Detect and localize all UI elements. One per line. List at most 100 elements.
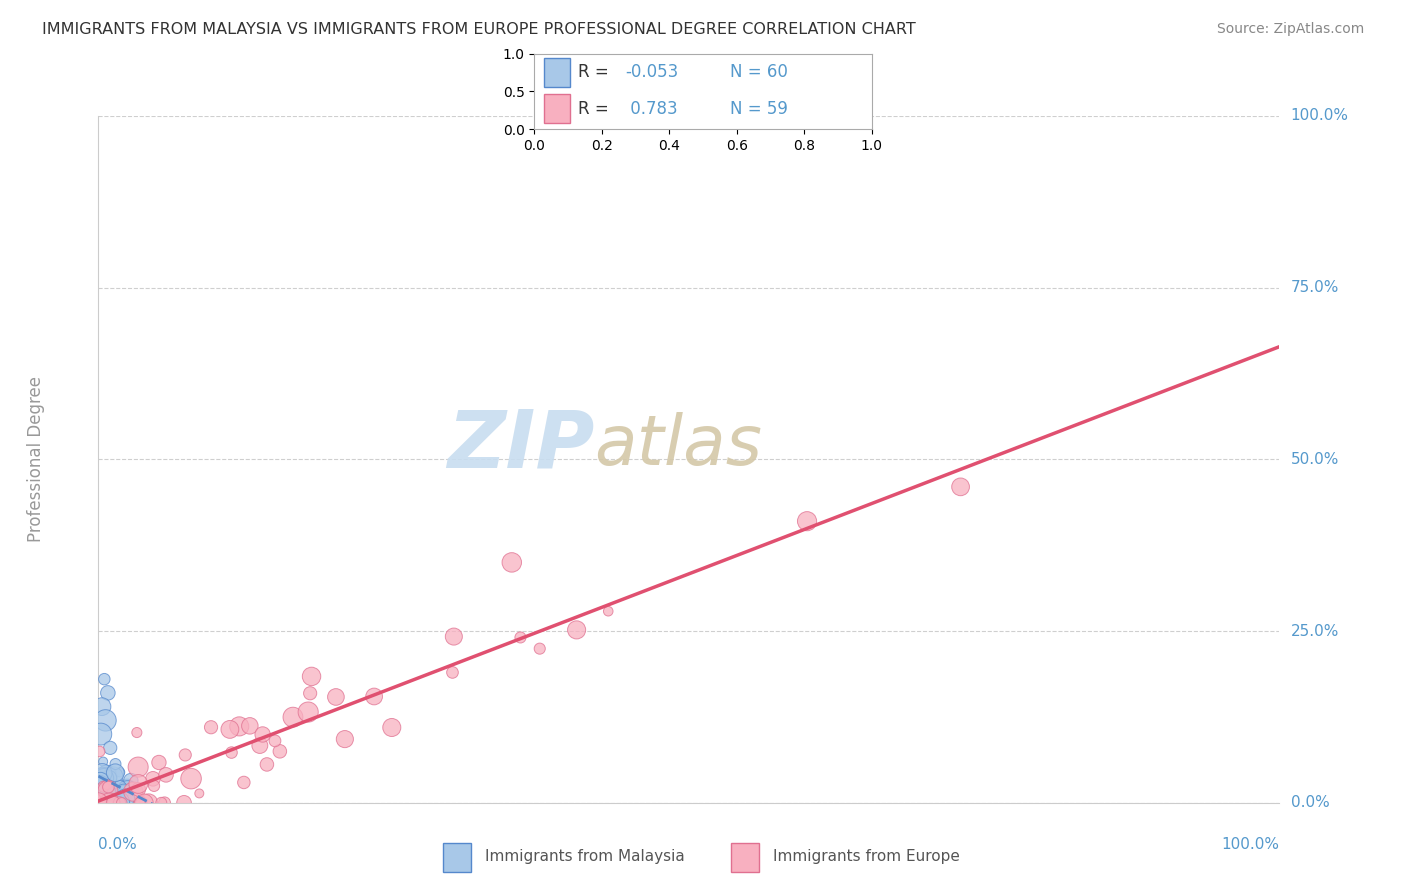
- Point: [297, 705, 319, 719]
- Point: [89, 783, 111, 797]
- Point: [148, 756, 170, 770]
- Point: [128, 796, 150, 810]
- Point: [443, 630, 465, 644]
- Point: [93, 784, 115, 798]
- Point: [108, 780, 131, 795]
- FancyBboxPatch shape: [544, 58, 569, 87]
- Text: R =: R =: [578, 100, 614, 118]
- Point: [281, 710, 304, 724]
- Text: 50.0%: 50.0%: [1291, 452, 1339, 467]
- Point: [188, 786, 211, 800]
- Point: [228, 719, 250, 733]
- Point: [111, 788, 134, 802]
- Text: 25.0%: 25.0%: [1291, 624, 1339, 639]
- Point: [96, 775, 118, 789]
- Point: [97, 686, 120, 700]
- Point: [565, 623, 588, 637]
- Point: [441, 665, 464, 680]
- Point: [112, 786, 135, 800]
- Point: [91, 792, 114, 806]
- Point: [127, 760, 149, 774]
- Point: [143, 779, 166, 793]
- Text: Professional Degree: Professional Degree: [27, 376, 45, 542]
- Point: [98, 740, 121, 755]
- Point: [94, 788, 117, 802]
- Point: [96, 770, 118, 784]
- Point: [96, 790, 118, 805]
- Point: [200, 720, 222, 734]
- Point: [150, 796, 173, 810]
- Point: [256, 757, 278, 772]
- Point: [269, 744, 291, 758]
- Point: [91, 788, 114, 802]
- Point: [96, 789, 118, 803]
- Point: [129, 796, 152, 810]
- Point: [94, 795, 117, 809]
- Point: [98, 780, 121, 795]
- Point: [89, 778, 111, 792]
- Point: [111, 796, 134, 810]
- Text: 75.0%: 75.0%: [1291, 280, 1339, 295]
- Point: [134, 796, 156, 810]
- Text: IMMIGRANTS FROM MALAYSIA VS IMMIGRANTS FROM EUROPE PROFESSIONAL DEGREE CORRELATI: IMMIGRANTS FROM MALAYSIA VS IMMIGRANTS F…: [42, 22, 915, 37]
- Point: [89, 744, 111, 758]
- Point: [120, 773, 142, 788]
- Point: [108, 765, 131, 780]
- Point: [299, 686, 322, 700]
- FancyBboxPatch shape: [731, 843, 759, 872]
- Text: Immigrants from Europe: Immigrants from Europe: [773, 849, 960, 863]
- Point: [127, 777, 149, 791]
- Point: [87, 792, 110, 806]
- Point: [180, 772, 202, 786]
- Text: atlas: atlas: [595, 412, 762, 479]
- Point: [94, 714, 117, 728]
- Point: [325, 690, 347, 704]
- Point: [501, 555, 523, 570]
- Point: [108, 792, 131, 806]
- Point: [509, 631, 531, 645]
- Point: [90, 780, 112, 795]
- Point: [96, 778, 118, 792]
- Point: [87, 795, 110, 809]
- Point: [120, 793, 142, 807]
- Text: 100.0%: 100.0%: [1222, 837, 1279, 852]
- Point: [112, 789, 135, 804]
- Point: [264, 734, 287, 748]
- Text: Source: ZipAtlas.com: Source: ZipAtlas.com: [1216, 22, 1364, 37]
- Point: [115, 780, 138, 794]
- Point: [91, 796, 114, 810]
- Point: [93, 772, 115, 786]
- Point: [239, 719, 262, 733]
- Point: [103, 770, 125, 784]
- Point: [97, 795, 120, 809]
- Point: [90, 790, 112, 805]
- Point: [232, 775, 254, 789]
- Point: [101, 796, 124, 810]
- Text: Immigrants from Malaysia: Immigrants from Malaysia: [485, 849, 685, 863]
- Point: [93, 780, 115, 794]
- Text: 0.0%: 0.0%: [1291, 796, 1329, 810]
- Point: [125, 725, 148, 739]
- Point: [128, 782, 150, 797]
- FancyBboxPatch shape: [443, 843, 471, 872]
- Point: [90, 770, 112, 784]
- Point: [796, 514, 818, 528]
- Point: [91, 771, 114, 785]
- Point: [97, 783, 120, 797]
- Point: [97, 786, 120, 800]
- Point: [89, 785, 111, 799]
- Point: [93, 672, 115, 686]
- Point: [97, 780, 120, 794]
- Point: [90, 791, 112, 805]
- Point: [252, 727, 274, 741]
- Point: [333, 732, 356, 747]
- Point: [301, 669, 323, 683]
- Point: [90, 727, 112, 741]
- Point: [91, 766, 114, 780]
- Point: [93, 789, 115, 803]
- Point: [598, 604, 620, 618]
- FancyBboxPatch shape: [544, 95, 569, 123]
- Text: 0.0%: 0.0%: [98, 837, 138, 852]
- Point: [98, 796, 121, 810]
- Point: [173, 796, 195, 810]
